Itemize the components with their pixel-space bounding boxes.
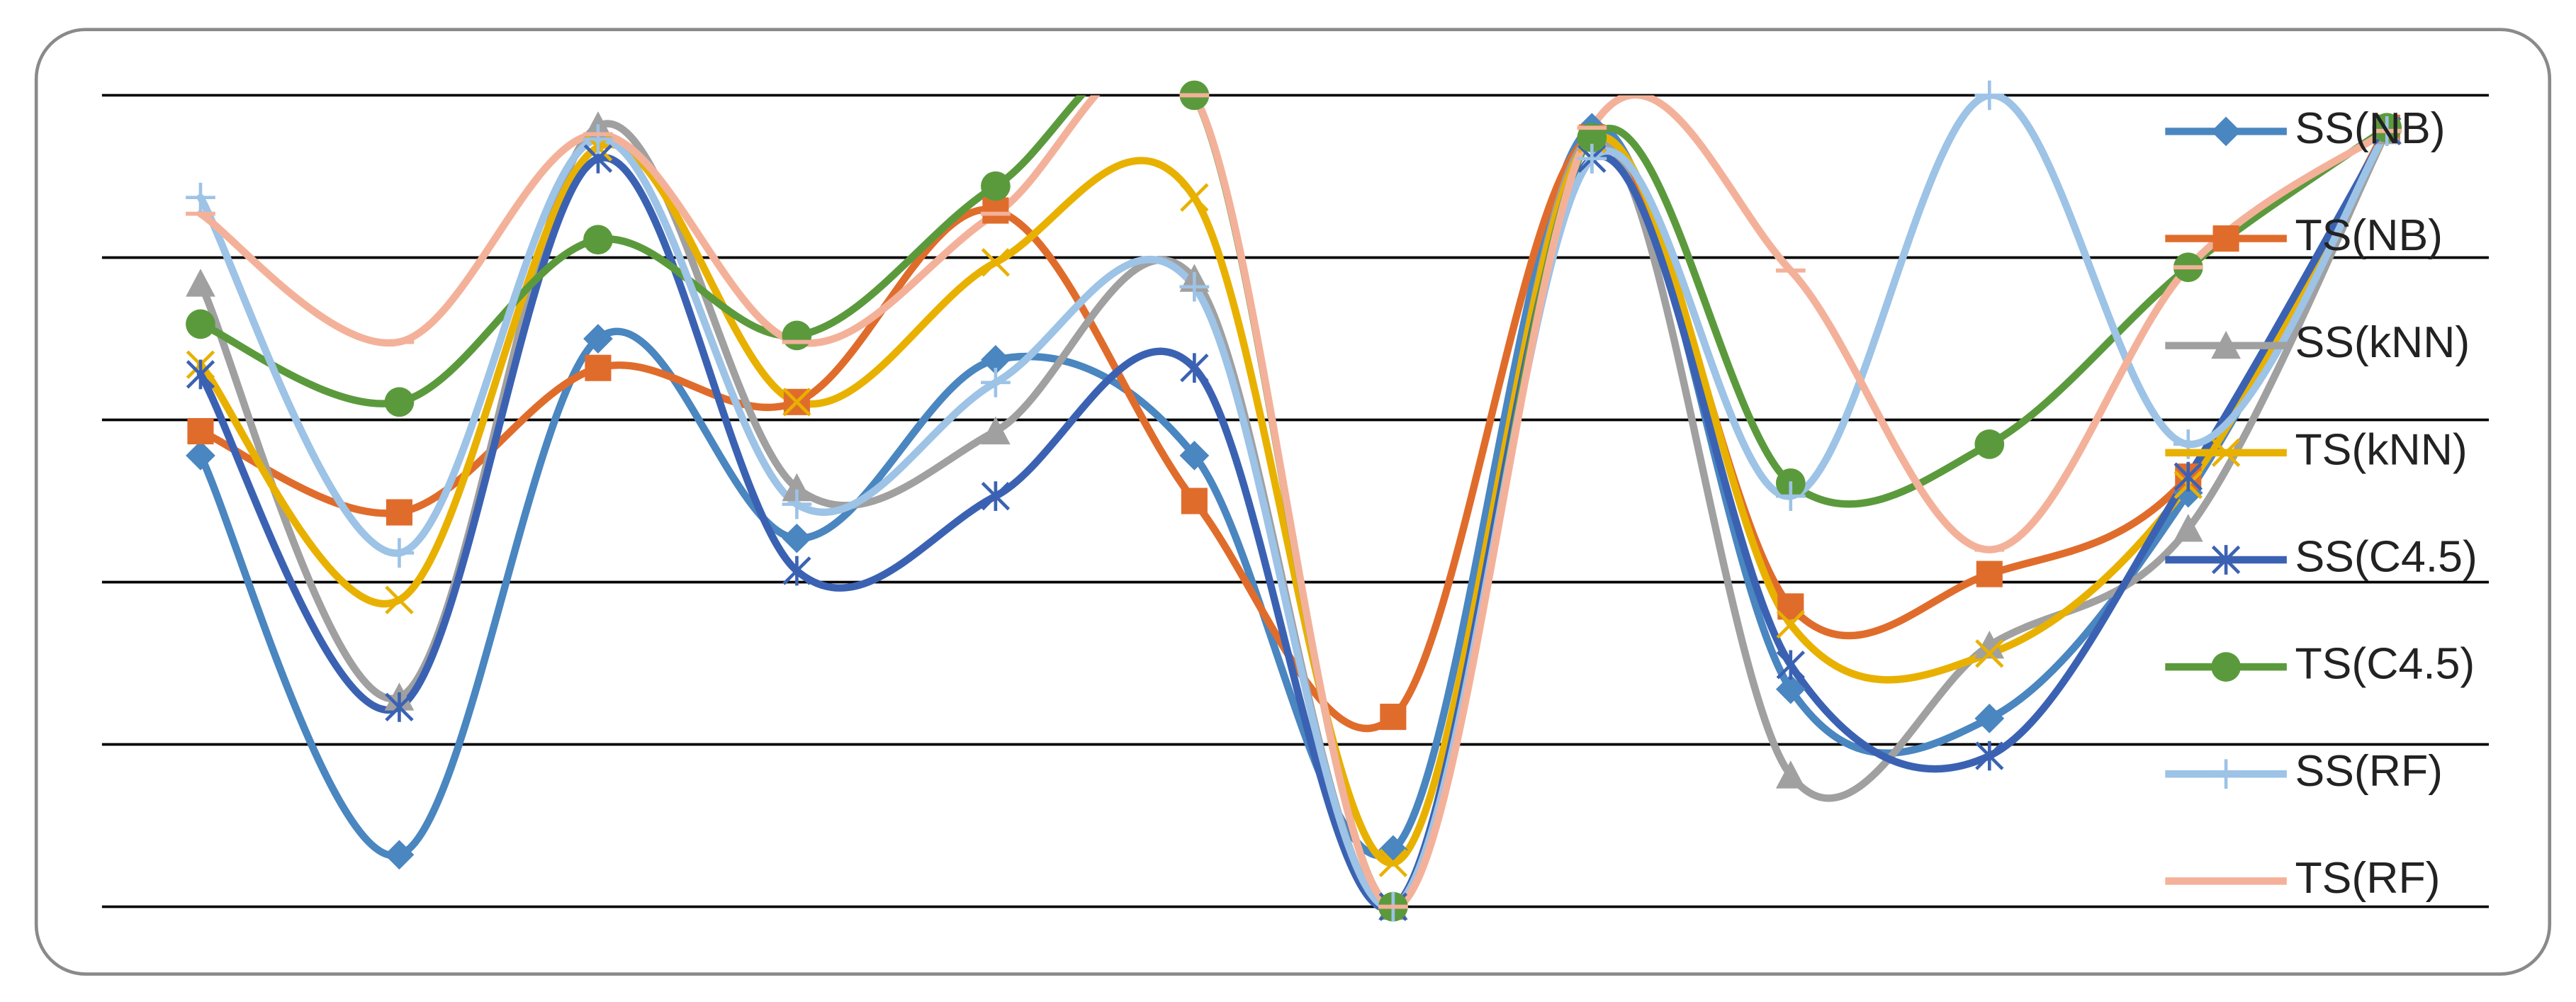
data-point [583,225,613,255]
data-point [1974,80,2005,111]
data-point [186,309,215,339]
legend-label: SS(NB) [2295,103,2445,153]
data-point [981,171,1011,201]
data-point [782,489,812,519]
data-point [1776,650,1806,680]
data-point [1974,429,2005,459]
legend-marker [2211,545,2241,575]
data-point [782,556,811,586]
data-point [782,523,812,553]
data-point [2173,461,2203,492]
data-point [384,538,415,568]
data-point [1976,561,2003,587]
legend-marker [2211,116,2241,147]
data-point [1975,639,2004,668]
data-point [1974,630,2005,659]
data-point [782,320,812,351]
data-point [1577,123,1607,152]
legend-label: TS(C4.5) [2295,639,2475,689]
data-point [1577,143,1607,174]
data-point [583,324,613,354]
data-point [1180,353,1209,383]
data-point [1775,674,1806,704]
data-point [981,344,1011,375]
data-point [1180,183,1209,212]
data-point [187,417,214,445]
data-point [186,441,215,471]
data-point [186,182,215,213]
data-point [1179,441,1210,471]
legend-marker [2211,759,2241,789]
data-point [585,354,612,381]
data-point [385,692,414,722]
legend-marker [2211,438,2241,468]
legend-label: TS(kNN) [2295,424,2467,474]
legend-label: SS(RF) [2295,746,2443,796]
legend-label: TS(RF) [2295,853,2440,903]
data-point [981,481,1011,511]
data-point [982,197,1009,224]
data-point [186,359,215,390]
data-point [1181,488,1208,514]
data-point [981,367,1011,398]
legend-marker [2212,225,2239,252]
data-point [2173,514,2203,542]
legend-label: SS(kNN) [2295,317,2470,367]
data-point [384,387,415,417]
data-point [1775,760,1806,789]
legend-label: TS(NB) [2295,210,2443,260]
data-point [981,416,1011,445]
data-point [1179,271,1210,302]
data-point [1775,481,1806,511]
markers [186,80,2402,922]
data-point [782,388,811,417]
data-point [1378,848,1408,877]
data-point [583,124,613,154]
legend-label: SS(C4.5) [2295,532,2477,582]
data-point [385,585,414,614]
data-point [1975,741,2004,771]
data-point [1776,609,1806,639]
legend-marker [2211,652,2241,682]
legend-marker [2211,330,2241,359]
data-point [186,269,215,297]
legend: SS(NB) TS(NB) SS(kNN) TS(kNN) SS(C4.5) TS(C4.… [2165,103,2477,903]
data-point [981,248,1011,277]
data-point [782,473,812,502]
data-point [386,499,412,526]
data-point [384,840,415,870]
data-point [1380,704,1407,731]
